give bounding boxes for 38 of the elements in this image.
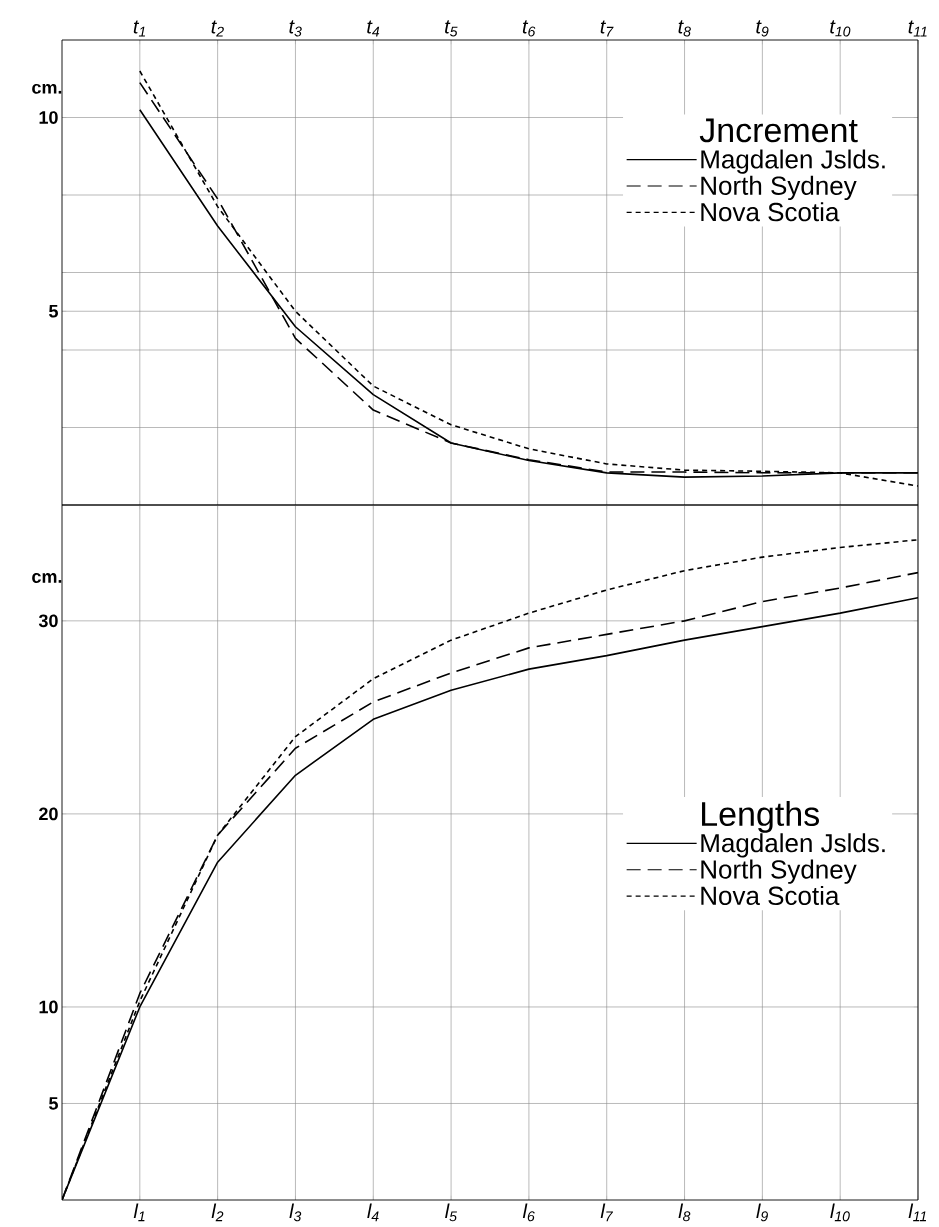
legend-label: Nova Scotia	[701, 202, 840, 222]
y-axis-title: cm.	[32, 83, 62, 94]
x-tick-label: t$_{3}$	[289, 20, 302, 37]
x-tick-label: t$_{2}$	[211, 20, 224, 37]
x-tick-label: t$_{8}$	[678, 20, 691, 37]
legend-label: North Sydney	[701, 859, 857, 884]
x-tick-label: l$_{4}$	[367, 1203, 379, 1222]
x-tick-label: l$_{5}$	[445, 1203, 457, 1222]
y-tick-label: 10	[39, 111, 58, 124]
x-tick-label: l$_{10}$	[830, 1203, 850, 1222]
legend-title: Jncrement	[699, 118, 858, 143]
x-tick-label: l$_{9}$	[756, 1203, 768, 1222]
x-tick-label: l$_{8}$	[678, 1203, 691, 1222]
legend-label: North Sydney	[701, 175, 857, 201]
x-tick-label: t$_{5}$	[445, 20, 458, 37]
y-tick-label: 30	[38, 614, 58, 628]
x-tick-label: l$_{2}$	[211, 1203, 224, 1222]
legend-label: Nova Scotia	[701, 885, 840, 906]
x-tick-label: l$_{3}$	[289, 1203, 302, 1222]
x-tick-label: t$_{7}$	[600, 20, 614, 37]
x-tick-label: l$_{1}$	[133, 1203, 145, 1222]
y-tick-label: 5	[49, 1097, 58, 1110]
x-tick-label: t$_{9}$	[756, 20, 769, 37]
y-tick-label: 20	[39, 807, 58, 821]
x-tick-label: t$_{4}$	[367, 20, 380, 37]
y-tick-label: 10	[39, 1000, 58, 1014]
x-tick-label: t$_{1}$	[133, 20, 146, 37]
legend-label: Magdalen Jslds.	[701, 833, 885, 858]
x-tick-label: l$_{7}$	[600, 1203, 614, 1222]
legend-title: Lengths	[702, 801, 819, 833]
y-tick-label: 5	[49, 304, 58, 318]
legend-label: Magdalen Jslds.	[701, 149, 885, 174]
x-tick-label: t$_{6}$	[522, 20, 536, 37]
x-tick-label: t$_{10}$	[830, 20, 851, 37]
x-tick-label: l$_{11}$	[908, 1203, 927, 1222]
x-tick-label: l$_{6}$	[522, 1203, 535, 1222]
y-axis-title: cm.	[32, 573, 62, 583]
x-tick-label: t$_{11}$	[908, 20, 927, 37]
